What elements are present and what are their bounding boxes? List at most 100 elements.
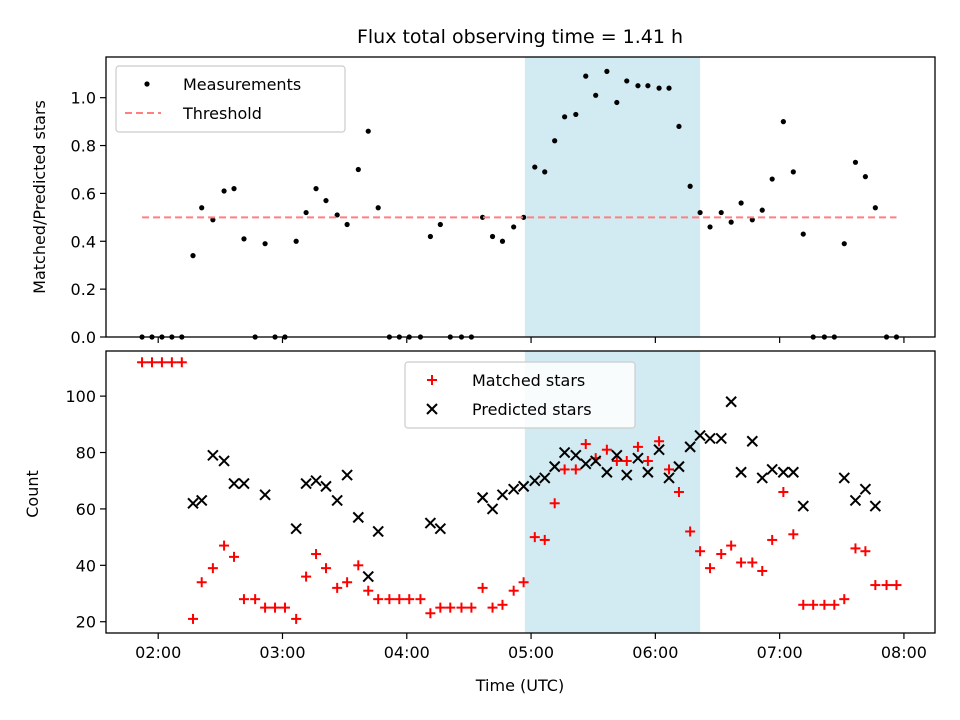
predicted-point xyxy=(838,472,850,484)
predicted-point xyxy=(589,455,602,467)
predicted-point xyxy=(797,500,809,512)
matched-point xyxy=(188,613,199,624)
measurement-point xyxy=(334,212,340,218)
measurement-point xyxy=(199,205,205,211)
predicted-point xyxy=(570,449,582,462)
matched-point xyxy=(363,585,374,596)
predicted-point xyxy=(517,480,530,493)
measurement-point xyxy=(728,219,734,225)
matched-point xyxy=(747,557,758,568)
matched-point xyxy=(137,357,148,368)
matched-point xyxy=(549,498,560,509)
y-tick-label: 80 xyxy=(76,444,96,463)
bottom-panel: 02:00 03:00 04:00 05:00 06:00 07:00 08:00 20 40 6… xyxy=(65,350,936,662)
predicted-point xyxy=(331,494,343,507)
measurement-point xyxy=(604,68,610,74)
measurement-point xyxy=(562,114,568,120)
plot-area xyxy=(139,68,900,340)
matched-point xyxy=(850,543,861,554)
predicted-point xyxy=(694,429,706,442)
predicted-point xyxy=(259,489,271,501)
matched-point xyxy=(736,557,747,568)
matched-point xyxy=(384,594,395,605)
matched-point xyxy=(808,599,819,610)
measurement-point xyxy=(190,253,196,259)
measurement-point xyxy=(852,159,859,165)
predicted-point xyxy=(434,522,447,535)
matched-point xyxy=(891,580,902,591)
matched-point xyxy=(342,577,353,588)
matched-point xyxy=(435,602,446,613)
measurement-point xyxy=(511,224,517,230)
predicted-point xyxy=(207,449,219,462)
predicted-point xyxy=(320,480,332,493)
matched-point xyxy=(146,357,157,368)
legend-label: Threshold xyxy=(182,104,262,123)
y-tick-label: 100 xyxy=(65,387,96,406)
predicted-point xyxy=(653,443,665,456)
matched-point xyxy=(673,487,684,497)
matched-point xyxy=(726,540,737,551)
matched-point xyxy=(580,439,591,450)
matched-point xyxy=(716,549,727,560)
y-tick-label: 40 xyxy=(76,556,96,575)
predicted-point xyxy=(746,435,759,447)
measurement-point xyxy=(645,83,651,89)
y-tick-label: 0.0 xyxy=(71,328,96,347)
measurement-point xyxy=(499,238,506,244)
measurement-point xyxy=(355,166,361,173)
legend-label: Predicted stars xyxy=(472,400,592,419)
predicted-point xyxy=(539,472,551,484)
measurement-point xyxy=(313,186,319,192)
y-tick-label: 0.4 xyxy=(71,232,96,251)
predicted-point xyxy=(715,432,727,445)
matched-point xyxy=(529,532,540,543)
measurement-point xyxy=(542,169,548,175)
top-y-axis-label: Matched/Predicted stars xyxy=(30,100,49,294)
matched-point xyxy=(301,571,312,582)
predicted-point xyxy=(310,475,322,487)
predicted-point xyxy=(228,477,240,490)
measurement-point xyxy=(437,221,443,228)
matched-point xyxy=(881,580,892,591)
measurement-point xyxy=(790,169,796,175)
measurement-point xyxy=(624,78,630,84)
measurement-point xyxy=(780,119,786,125)
measurement-point xyxy=(687,183,693,189)
matched-point xyxy=(250,594,261,605)
matched-point xyxy=(601,444,612,455)
predicted-point xyxy=(352,511,365,524)
predicted-point xyxy=(735,466,747,478)
measurement-point xyxy=(593,92,599,98)
matched-point xyxy=(829,599,840,610)
matched-point xyxy=(778,487,789,497)
matched-point xyxy=(642,455,653,466)
predicted-point xyxy=(869,500,882,512)
matched-point xyxy=(695,546,706,557)
legend: Matched stars Predicted stars xyxy=(404,361,636,429)
predicted-point xyxy=(684,441,696,453)
predicted-point xyxy=(766,463,778,476)
measurement-point xyxy=(666,85,672,91)
predicted-point xyxy=(580,458,592,470)
legend-swatch xyxy=(144,81,150,87)
matched-point xyxy=(166,357,177,368)
matched-point xyxy=(839,594,850,605)
series-predicted-stars xyxy=(187,396,882,583)
matched-point xyxy=(798,599,809,610)
matched-point xyxy=(156,357,167,368)
measurement-point xyxy=(221,188,227,194)
matched-point xyxy=(373,594,384,605)
matched-point xyxy=(487,602,498,613)
predicted-point xyxy=(195,494,208,507)
predicted-point xyxy=(362,570,374,583)
bottom-y-axis-label: Count xyxy=(23,470,42,518)
matched-point xyxy=(497,599,508,610)
predicted-point xyxy=(777,466,790,478)
matched-point xyxy=(291,613,302,624)
measurement-point xyxy=(614,99,620,106)
matched-point xyxy=(664,464,675,475)
predicted-point xyxy=(486,503,499,515)
matched-point xyxy=(611,455,622,466)
measurement-point xyxy=(489,233,496,240)
